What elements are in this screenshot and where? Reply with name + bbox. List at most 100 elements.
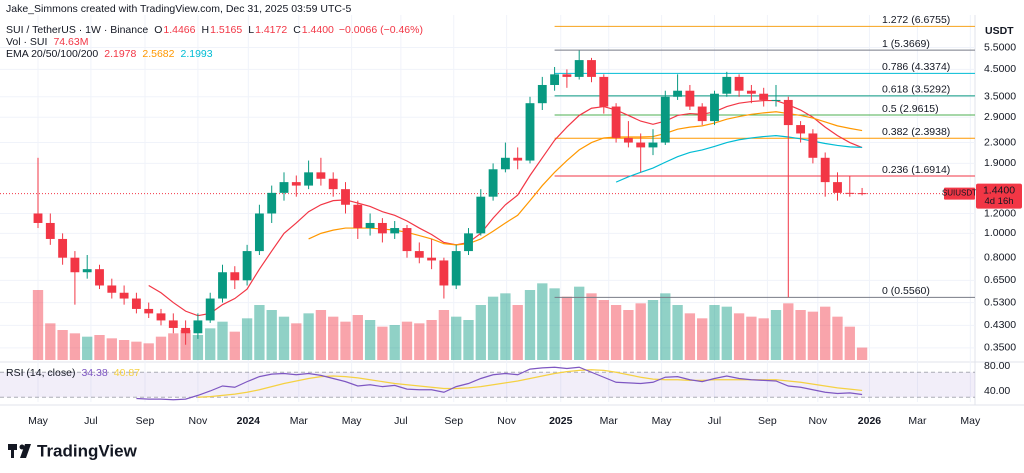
candle-body (304, 172, 314, 186)
ohlc-key: H (202, 24, 210, 36)
x-tick-label: Sep (444, 415, 463, 427)
logo-shape (19, 444, 25, 450)
x-tick-label: Mar (600, 415, 619, 427)
candle-body (550, 74, 560, 85)
candle-body (242, 251, 252, 281)
volume-legend: Vol · SUI 74.63M (6, 36, 88, 48)
volume-bar (623, 310, 634, 360)
volume-bar (45, 323, 56, 360)
x-tick-label: Mar (290, 415, 309, 427)
ohlc-value: 1.4400 (302, 24, 334, 36)
volume-bar (352, 315, 363, 360)
y-tick-label: 0.6500 (984, 274, 1016, 286)
volume-bar (254, 305, 265, 360)
fib-label: 0.236 (1.6914) (882, 164, 950, 176)
candle-body (131, 298, 141, 309)
candle-body (525, 103, 535, 161)
x-tick-label: May (652, 415, 673, 427)
x-tick-label: Sep (758, 415, 777, 427)
ohlc-key: C (293, 24, 301, 36)
ohlc-key: O (154, 24, 162, 36)
candle-body (230, 272, 240, 281)
candle-body (95, 269, 104, 286)
volume-bar (118, 340, 130, 360)
volume-bar (192, 335, 204, 360)
volume-bar (303, 313, 314, 360)
candle-layer (33, 50, 867, 345)
volume-bar (328, 316, 339, 360)
footer-logo: TradingView (8, 441, 138, 460)
footer-brand: TradingView (37, 441, 138, 460)
volume-bar (487, 296, 499, 360)
candle-body (45, 222, 55, 239)
volume-bar (500, 293, 511, 360)
candle-body (673, 90, 683, 97)
volume-bar (610, 305, 622, 360)
fib-label: 1.272 (6.6755) (882, 14, 950, 26)
ema-legend: EMA 20/50/100/200 2.1978 2.5682 2.1993 (6, 48, 213, 60)
y-tick-label: 0.5300 (984, 296, 1016, 308)
volume-bar (672, 305, 683, 360)
candle-body (820, 157, 830, 183)
volume-bar (660, 293, 671, 360)
x-tick-label: May (342, 415, 363, 427)
volume-bar (364, 320, 376, 360)
candle-body (377, 222, 387, 234)
fib-label: 0 (0.5560) (882, 285, 930, 297)
ema-line (615, 135, 863, 183)
candle-body (353, 204, 363, 229)
candle-body (58, 238, 68, 258)
ema-line (308, 111, 863, 246)
price-tag-value: 1.4400 (983, 184, 1015, 196)
candle-body (365, 222, 375, 229)
volume-bar (758, 318, 769, 360)
candle-body (796, 125, 806, 134)
candle-body (759, 93, 769, 100)
fib-label: 1 (5.3669) (882, 38, 930, 50)
ema-label: EMA 20/50/100/200 (6, 48, 98, 60)
candle-body (414, 251, 424, 258)
volume-bar (94, 335, 105, 360)
volume-bar (266, 310, 277, 360)
volume-layer (32, 283, 868, 360)
candle-body (771, 99, 781, 101)
ema-value: 2.1978 (104, 48, 136, 60)
volume-bar (155, 336, 167, 360)
volume-bar (574, 286, 585, 360)
volume-bar (598, 300, 609, 360)
volume-bar (451, 316, 462, 360)
volume-bar (475, 305, 486, 360)
volume-bar (807, 311, 819, 360)
volume-bar (82, 336, 93, 360)
volume-bar (635, 303, 646, 360)
candle-body (746, 90, 756, 94)
candle-body (476, 196, 486, 234)
candle-body (636, 142, 646, 148)
candle-body (439, 260, 449, 286)
volume-bar (832, 316, 843, 360)
fib-label: 0.618 (3.5292) (882, 84, 950, 96)
x-tick-label: Jul (708, 415, 721, 427)
candle-body (845, 192, 855, 194)
candle-body (833, 182, 842, 193)
rsi-value: 34.38 (81, 367, 107, 379)
x-tick-label: Nov (808, 415, 827, 427)
axes: 5.5000 4.5000 3.5000 2.9000 2.3000 1.9000 1.20… (28, 25, 1022, 427)
candle-body (267, 192, 277, 214)
candle-body (341, 189, 350, 205)
rsi-tick-label: 80.00 (984, 360, 1010, 372)
volume-bar (709, 305, 720, 360)
volume-bar (770, 310, 782, 360)
volume-bar (733, 313, 745, 360)
volume-bar (69, 333, 81, 360)
candle-body (205, 298, 215, 321)
candle-body (648, 142, 658, 148)
candle-body (500, 157, 510, 170)
candle-body (70, 257, 80, 273)
volume-bar (205, 328, 216, 360)
x-tick-label: Jul (84, 415, 97, 427)
rsi-tick-label: 40.00 (984, 385, 1010, 397)
volume-bar (106, 338, 117, 360)
volume-bar (684, 313, 696, 360)
